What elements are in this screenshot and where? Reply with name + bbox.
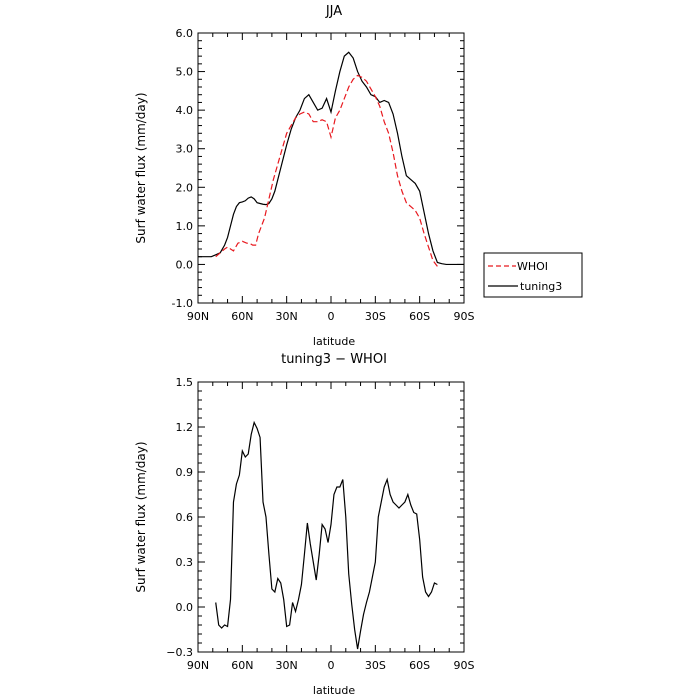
legend-label-whoi: WHOI xyxy=(517,260,548,273)
x-tick-label: 30N xyxy=(276,310,298,323)
x-tick-label: 60S xyxy=(409,310,430,323)
series-line-difference xyxy=(215,420,438,650)
x-tick-label: 90N xyxy=(187,310,209,323)
y-tick-label: 0.0 xyxy=(176,258,194,271)
y-tick-label: -1.0 xyxy=(172,297,193,310)
y-tick-label: 1.0 xyxy=(176,220,194,233)
top-plot-area: -1.0 0.0 1.0 2.0 3.0 4.0 5.0 6.0 90N 60N 30N 0 30S 6… xyxy=(172,27,475,323)
top-y-axis-label: Surf water flux (mm/day) xyxy=(134,92,148,243)
y-tick-label: −0.3 xyxy=(166,646,193,659)
top-series xyxy=(198,51,464,267)
y-tick-label: 0.6 xyxy=(176,511,194,524)
x-tick-label: 60S xyxy=(409,659,430,672)
top-title: JJA xyxy=(325,4,342,19)
y-tick-label: 2.0 xyxy=(176,181,194,194)
bottom-plot-frame xyxy=(197,381,465,653)
y-tick-label: 0.3 xyxy=(176,556,194,569)
legend-box xyxy=(483,252,583,298)
x-tick-label: 90S xyxy=(454,310,475,323)
x-tick-label: 90S xyxy=(454,659,475,672)
y-tick-label: 1.2 xyxy=(176,421,194,434)
bottom-x-tick-labels: 90N 60N 30N 0 30S 60S 90S xyxy=(187,659,475,672)
bottom-ticks xyxy=(197,381,465,653)
y-tick-label: 5.0 xyxy=(176,66,194,79)
x-tick-label: 60N xyxy=(231,310,253,323)
top-y-tick-labels: -1.0 0.0 1.0 2.0 3.0 4.0 5.0 6.0 xyxy=(172,27,193,310)
y-tick-label: 3.0 xyxy=(176,143,194,156)
x-tick-label: 60N xyxy=(231,659,253,672)
bottom-y-axis-label: Surf water flux (mm/day) xyxy=(134,441,148,592)
bottom-title: tuning3 − WHOI xyxy=(281,352,387,367)
bottom-x-axis-label: latitude xyxy=(313,684,355,697)
top-panel: JJA -1.0 0.0 1.0 2.0 3.0 4.0 5.0 6.0 90N 60N 30N 0… xyxy=(134,4,583,348)
x-tick-label: 30S xyxy=(365,659,386,672)
top-x-tick-labels: 90N 60N 30N 0 30S 60S 90S xyxy=(187,310,475,323)
y-tick-label: 6.0 xyxy=(176,27,194,40)
x-tick-label: 90N xyxy=(187,659,209,672)
bottom-plot-area: −0.30.00.30.60.91.21.5 90N 60N 30N 0 30S 60S 9… xyxy=(166,376,474,672)
y-tick-label: 0.0 xyxy=(176,601,194,614)
x-tick-label: 0 xyxy=(328,659,335,672)
bottom-panel: tuning3 − WHOI −0.3 0.0 0.3 0.6 0.9 1.2 1.5 90… xyxy=(134,352,475,697)
y-tick-label: 1.5 xyxy=(176,376,194,389)
legend-label-tuning3: tuning3 xyxy=(520,280,562,293)
top-plot-frame xyxy=(197,32,465,304)
y-tick-label: 4.0 xyxy=(176,104,194,117)
bottom-series xyxy=(215,420,438,650)
x-tick-label: 30N xyxy=(276,659,298,672)
series-line-tuning3 xyxy=(198,51,464,266)
series-line-whoi xyxy=(215,74,438,267)
legend: WHOI tuning3 xyxy=(483,252,583,298)
bottom-y-tick-labels: −0.3 0.0 0.3 0.6 0.9 1.2 1.5 xyxy=(166,376,193,659)
top-ticks xyxy=(197,32,465,304)
y-tick-label: 0.9 xyxy=(176,466,194,479)
x-tick-label: 0 xyxy=(328,310,335,323)
top-x-axis-label: latitude xyxy=(313,335,355,348)
x-tick-label: 30S xyxy=(365,310,386,323)
